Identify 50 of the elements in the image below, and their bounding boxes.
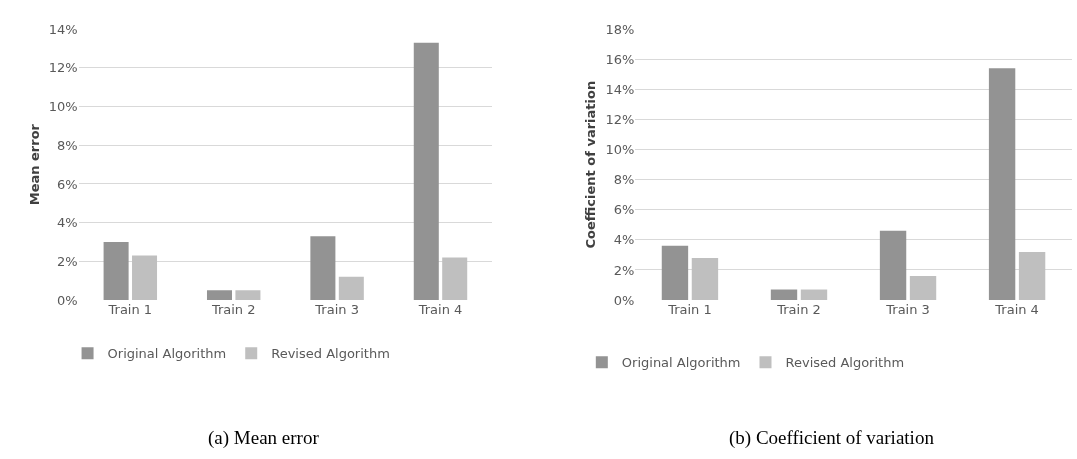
- bar: [770, 289, 798, 301]
- y-tick-label: 0%: [57, 292, 78, 308]
- bar: [103, 242, 129, 301]
- y-tick-label: 6%: [613, 202, 635, 218]
- y-tick-label: 0%: [613, 292, 635, 308]
- text: (a) Mean error: [208, 427, 320, 449]
- bar: [413, 42, 439, 301]
- bar: [442, 257, 468, 301]
- bar: [909, 275, 937, 301]
- x-tick-label: Train 3: [885, 302, 930, 318]
- bar: [661, 245, 689, 301]
- y-axis-title: Coefficient of variation: [583, 80, 599, 249]
- bar: [235, 290, 261, 301]
- bar: [310, 236, 336, 301]
- bar: [691, 257, 719, 301]
- y-tick-label: 12%: [605, 112, 635, 128]
- y-tick-label: 4%: [57, 215, 78, 231]
- bar: [800, 289, 828, 301]
- legend-label: Revised Algorithm: [271, 346, 390, 362]
- y-tick-label: 4%: [613, 232, 635, 248]
- bar: [988, 68, 1016, 301]
- legend-label: Original Algorithm: [621, 355, 741, 371]
- legend-label: Revised Algorithm: [785, 355, 905, 371]
- legend-label: Original Algorithm: [107, 346, 227, 362]
- y-tick-label: 10%: [605, 142, 635, 158]
- y-tick-label: 14%: [605, 81, 635, 97]
- y-tick-label: 16%: [605, 51, 635, 67]
- y-tick-label: 2%: [57, 253, 78, 269]
- x-tick-label: Train 2: [776, 302, 821, 318]
- x-tick-label: Train 2: [210, 302, 256, 318]
- text: (b) Coefficient of variation: [729, 427, 935, 449]
- bar: [132, 255, 158, 301]
- y-axis-title: Mean error: [26, 123, 42, 206]
- x-tick-label: Train 4: [994, 302, 1039, 318]
- bar: [1018, 251, 1046, 301]
- y-tick-label: 14%: [48, 21, 78, 37]
- y-tick-label: 6%: [57, 176, 78, 192]
- bar: [338, 276, 364, 301]
- y-tick-label: 18%: [605, 21, 635, 37]
- x-tick-label: Train 1: [107, 302, 153, 318]
- x-tick-label: Train 1: [667, 302, 712, 318]
- bar: [879, 230, 907, 301]
- y-tick-label: 2%: [613, 262, 635, 278]
- y-tick-label: 8%: [613, 172, 635, 188]
- y-tick-label: 8%: [57, 137, 78, 153]
- x-tick-label: Train 3: [314, 302, 359, 318]
- y-tick-label: 12%: [48, 60, 78, 76]
- y-tick-label: 10%: [48, 99, 78, 115]
- x-tick-label: Train 4: [417, 302, 463, 318]
- bar: [206, 290, 232, 301]
